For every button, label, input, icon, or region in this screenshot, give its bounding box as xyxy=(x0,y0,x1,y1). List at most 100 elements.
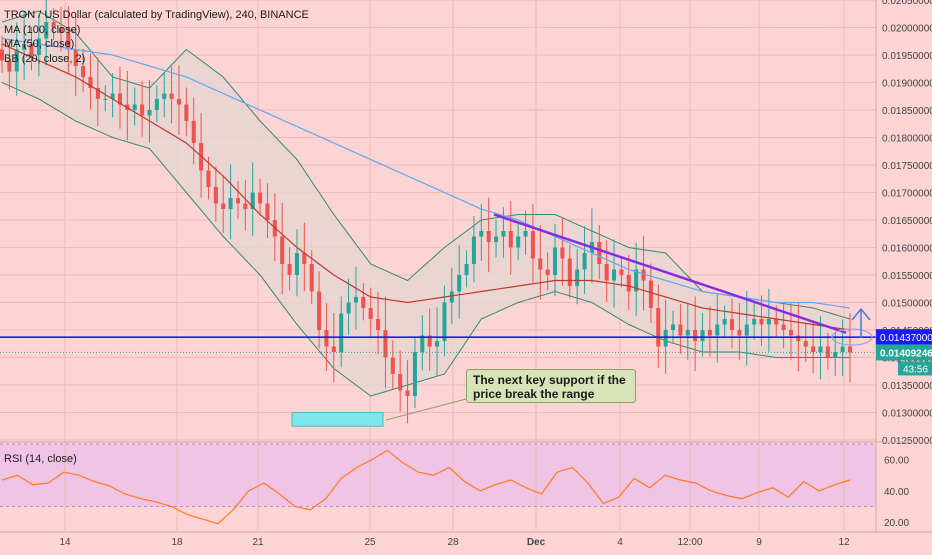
candle-body xyxy=(250,192,255,209)
candle-body xyxy=(427,335,432,347)
candle-body xyxy=(162,93,167,99)
candle-body xyxy=(811,346,816,352)
candle-body xyxy=(154,99,159,110)
candle-body xyxy=(575,269,580,286)
candle-body xyxy=(685,330,690,336)
candle-body xyxy=(14,49,19,72)
candle-body xyxy=(626,275,631,292)
candle-body xyxy=(752,319,757,325)
chart-drawings[interactable] xyxy=(0,213,876,427)
candle-body xyxy=(66,33,71,50)
last-price-tag xyxy=(876,344,932,361)
rsi-tick-label: 60.00 xyxy=(884,456,909,467)
candle-body xyxy=(833,352,838,358)
x-tick-label: 18 xyxy=(171,537,183,548)
candle-body xyxy=(553,247,558,275)
candle-body xyxy=(73,49,78,66)
candle-body xyxy=(471,236,476,264)
candle-body xyxy=(435,341,440,347)
candle-body xyxy=(847,346,853,353)
rsi-tick-label: 40.00 xyxy=(884,487,909,498)
candle-body xyxy=(530,231,535,259)
candle-body xyxy=(169,93,174,99)
candle-body xyxy=(147,110,152,116)
candle-body xyxy=(206,170,211,187)
candle-body xyxy=(825,346,830,358)
candle-body xyxy=(641,269,646,281)
candle-body xyxy=(670,324,676,330)
candle-body xyxy=(486,231,491,242)
candle-body xyxy=(597,242,602,264)
y-tick-label: 0.01350000 xyxy=(882,381,932,392)
candle-body xyxy=(840,346,845,352)
candle-body xyxy=(235,198,240,204)
candle-body xyxy=(700,330,705,341)
candle-body xyxy=(464,264,469,275)
candle-body xyxy=(803,341,808,347)
x-tick-label: 28 xyxy=(447,537,459,548)
candle-body xyxy=(707,330,712,336)
x-tick-label: 25 xyxy=(364,537,376,548)
candle-body xyxy=(331,346,336,352)
y-tick-label: 0.01800000 xyxy=(882,134,932,145)
candle-body xyxy=(132,104,137,110)
candle-body xyxy=(95,88,100,99)
indicator-ma50-label[interactable]: MA (50, close) xyxy=(4,38,75,50)
candle-body xyxy=(110,93,115,99)
candle-body xyxy=(656,308,661,347)
moving-averages xyxy=(1,37,851,331)
candle-body xyxy=(788,330,794,336)
candle-body xyxy=(729,319,735,330)
indicator-bb-label[interactable]: BB (20, close, 2) xyxy=(4,52,86,65)
candle-body xyxy=(213,187,218,204)
y-tick-label: 0.01300000 xyxy=(882,409,932,420)
candle-body xyxy=(294,253,299,275)
candle-body xyxy=(494,236,499,242)
candle-body xyxy=(737,330,742,336)
indicator-ma100-label[interactable]: MA (100, close) xyxy=(4,23,81,36)
candle-body xyxy=(221,203,226,209)
x-tick-label: 21 xyxy=(252,537,264,548)
support-zone-box xyxy=(291,412,384,427)
candle-body xyxy=(7,60,12,72)
candle-body xyxy=(361,297,366,308)
rsi-label[interactable]: RSI (14, close) xyxy=(4,453,77,465)
candle-body xyxy=(228,198,233,209)
candle-body xyxy=(265,203,270,220)
candle-body xyxy=(715,324,720,336)
candle-body xyxy=(560,247,565,259)
annotation-pointer xyxy=(385,397,471,421)
candle-body xyxy=(818,346,823,352)
candle-body xyxy=(117,93,123,105)
level-price-tag xyxy=(876,329,932,346)
ma50-line xyxy=(1,43,851,331)
candle-body xyxy=(44,22,49,39)
candle-body xyxy=(774,319,779,325)
y-tick-label: 0.02000000 xyxy=(882,24,932,35)
candle-body xyxy=(604,264,609,281)
candle-body xyxy=(243,203,248,209)
candle-body xyxy=(612,269,617,281)
candle-body xyxy=(280,236,285,264)
candle-body xyxy=(346,302,351,314)
chart-title: TRON / US Dollar (calculated by TradingV… xyxy=(4,9,309,21)
last-price-label: 0.01409246 xyxy=(880,348,932,359)
candle-body xyxy=(309,264,314,292)
candle-body xyxy=(744,324,749,336)
support-annotation[interactable]: The next key support if the price break … xyxy=(466,369,636,403)
y-tick-label: 0.01900000 xyxy=(882,79,932,90)
countdown-tag xyxy=(898,361,932,376)
y-tick-label: 0.01850000 xyxy=(882,106,932,117)
candle-body xyxy=(545,269,550,275)
candle-body xyxy=(36,38,41,55)
candle-body xyxy=(479,231,484,237)
x-tick-label: 12:00 xyxy=(677,537,702,548)
candle-body xyxy=(383,330,388,358)
x-tick-label: 12 xyxy=(838,537,850,548)
y-tick-label: 0.01650000 xyxy=(882,216,932,227)
candle-body xyxy=(88,77,93,88)
countdown-label: 43:56 xyxy=(903,364,928,375)
y-tick-label: 0.01550000 xyxy=(882,271,932,282)
